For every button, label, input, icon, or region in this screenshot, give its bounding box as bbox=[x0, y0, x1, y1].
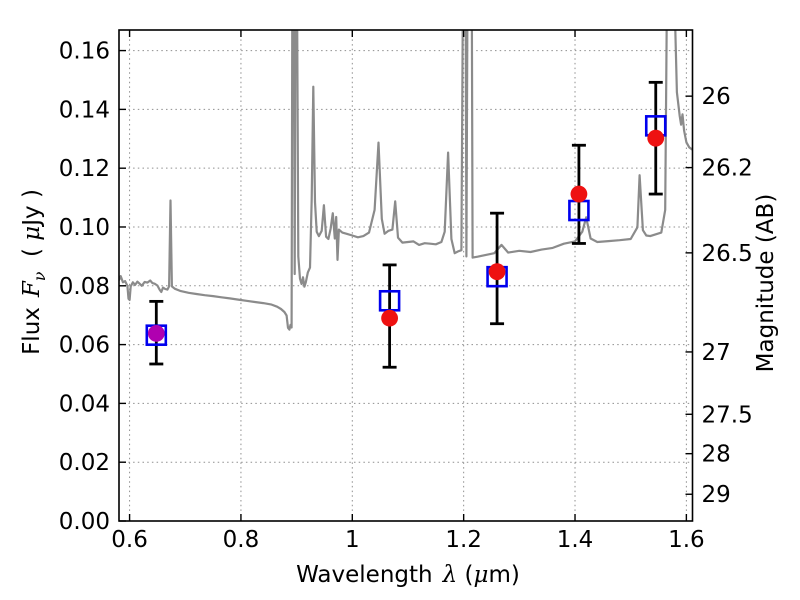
y-axis-label-word: Flux bbox=[19, 307, 46, 355]
x-axis-label: Wavelength λ (μm) bbox=[296, 562, 520, 588]
spectrum-group bbox=[119, 30, 693, 331]
x-tick-label: 0.6 bbox=[111, 527, 148, 553]
ticks-group bbox=[119, 30, 693, 522]
mu-symbol-x: μ bbox=[473, 562, 489, 588]
y-axis-unit-open: ( bbox=[19, 240, 46, 258]
x-tick-label: 1 bbox=[345, 527, 360, 553]
magnitude-axis-label: Magnitude (AB) bbox=[753, 193, 779, 373]
x-axis-label-word: Wavelength bbox=[296, 562, 433, 588]
observed-photometry-circle bbox=[147, 325, 165, 342]
y-axis-unit-close: Jy ) bbox=[19, 189, 46, 226]
y-axis-label-left: Flux Fν ( μJy ) bbox=[19, 189, 49, 355]
observed-photometry-circle bbox=[570, 185, 588, 203]
y-tick-label-left: 0.02 bbox=[59, 450, 110, 476]
spectrum-line bbox=[119, 30, 693, 331]
observed-circles-group bbox=[147, 129, 665, 342]
model-squares-group bbox=[145, 115, 667, 346]
observed-photometry-circle bbox=[381, 309, 399, 327]
x-axis-unit-close: m) bbox=[488, 562, 520, 588]
magnitude-tick-label: 26 bbox=[702, 84, 731, 110]
mu-symbol-y: μ bbox=[19, 225, 46, 241]
y-tick-label-left: 0.16 bbox=[59, 39, 110, 65]
errorbars-group bbox=[149, 80, 663, 369]
y-tick-label-left: 0.04 bbox=[59, 391, 110, 417]
y-tick-label-left: 0.00 bbox=[59, 509, 110, 535]
grid bbox=[119, 30, 693, 521]
observed-photometry-circle bbox=[647, 129, 665, 147]
magnitude-tick-label: 27 bbox=[702, 340, 731, 366]
x-axis-unit-open: ( bbox=[464, 562, 474, 588]
y-tick-label-left: 0.10 bbox=[59, 215, 110, 241]
y-tick-label-left: 0.14 bbox=[59, 97, 110, 123]
y-tick-label-left: 0.08 bbox=[59, 274, 110, 300]
y-tick-label-left: 0.12 bbox=[59, 156, 110, 182]
lambda-symbol: λ bbox=[442, 562, 458, 588]
x-tick-label: 0.8 bbox=[223, 527, 260, 553]
x-tick-label: 1.2 bbox=[445, 527, 482, 553]
x-tick-label: 1.6 bbox=[668, 527, 705, 553]
observed-photometry-circle bbox=[488, 263, 506, 281]
flux-symbol: F bbox=[19, 281, 46, 298]
y-tick-label-left: 0.06 bbox=[59, 333, 110, 359]
nu-subscript: ν bbox=[29, 271, 49, 282]
magnitude-tick-label: 26.5 bbox=[702, 241, 753, 267]
plot-frame bbox=[118, 29, 694, 522]
magnitude-tick-label: 28 bbox=[702, 442, 731, 468]
magnitude-tick-label: 29 bbox=[702, 482, 731, 508]
tick-labels-group: 0.6 0.8 1 1.2 1.4 1.6 0.00 0.02 0.04 0.06 0.08 0.10… bbox=[59, 39, 753, 553]
magnitude-tick-label: 27.5 bbox=[702, 402, 753, 428]
y-axis-label-right: Magnitude (AB) bbox=[753, 194, 779, 373]
magnitude-tick-label: 26.2 bbox=[702, 156, 753, 182]
x-tick-label: 1.4 bbox=[557, 527, 594, 553]
